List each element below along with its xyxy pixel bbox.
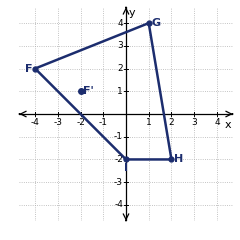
Text: F: F <box>25 64 32 73</box>
Text: -1: -1 <box>99 118 108 127</box>
Text: H: H <box>174 155 183 164</box>
Text: -3: -3 <box>53 118 62 127</box>
Text: 2: 2 <box>117 64 123 73</box>
Text: 1: 1 <box>146 118 152 127</box>
Text: 1: 1 <box>117 87 123 96</box>
Text: 2: 2 <box>169 118 174 127</box>
Text: x: x <box>225 120 232 130</box>
Text: 4: 4 <box>117 19 123 28</box>
Text: -1: -1 <box>114 132 123 141</box>
Text: -2: -2 <box>114 155 123 164</box>
Text: y: y <box>129 8 136 18</box>
Text: -4: -4 <box>114 200 123 209</box>
Text: 3: 3 <box>117 41 123 50</box>
Text: I: I <box>124 163 128 173</box>
Text: 3: 3 <box>191 118 197 127</box>
Text: 4: 4 <box>214 118 220 127</box>
Text: -2: -2 <box>76 118 85 127</box>
Text: G: G <box>151 18 161 28</box>
Text: -3: -3 <box>114 178 123 187</box>
Text: F': F' <box>83 86 94 96</box>
Text: -4: -4 <box>31 118 40 127</box>
